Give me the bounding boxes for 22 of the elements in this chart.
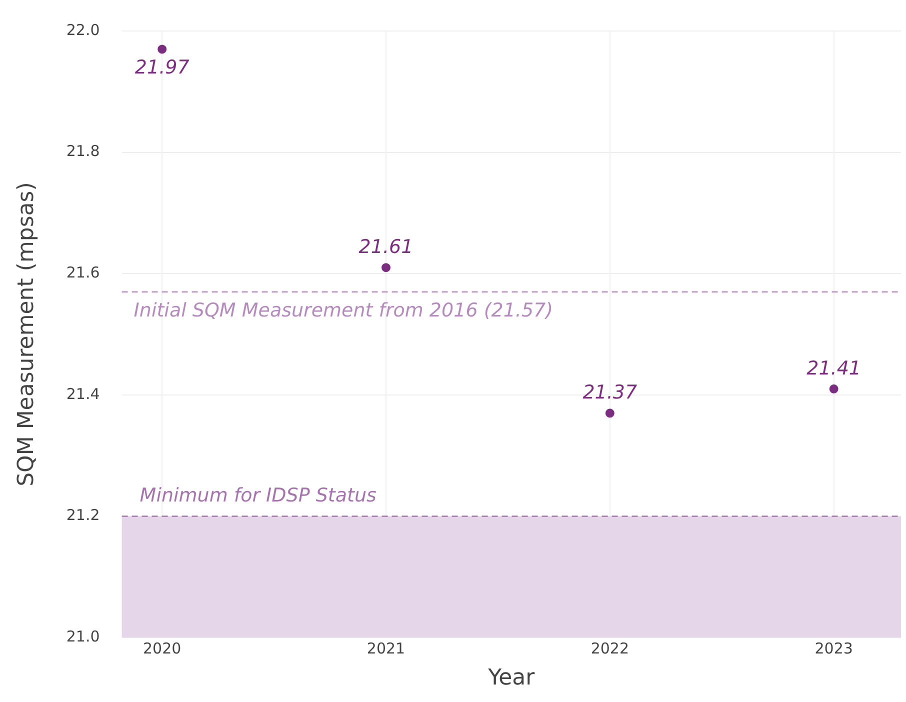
x-tick-label: 2020 [143,639,182,658]
y-tick-label: 21.2 [66,506,100,524]
point [829,384,838,394]
x-axis-title: Year [487,666,536,691]
x-tick-label: 2022 [590,639,630,658]
y-tick-label: 21.4 [66,384,100,403]
y-tick-label: 21.8 [66,142,100,160]
ref-line-label: Minimum for IDSP Status [140,484,376,507]
x-tick-label: 2021 [366,639,406,658]
y-axis-title: SQM Measurement (mpsas) [14,182,39,486]
point [382,263,391,272]
x-tick-label: 2023 [814,639,853,658]
data-label: 21.97 [134,56,190,79]
y-tick-label: 21.0 [66,627,100,646]
data-label: 21.37 [582,382,638,404]
y-tick-label: 22.0 [66,20,100,39]
data-label: 21.41 [806,357,862,380]
data-label: 21.61 [358,236,414,258]
point [158,44,167,54]
y-tick-label: 21.6 [66,264,100,282]
point [605,408,614,418]
ref-line-label: Initial SQM Measurement from 2016 (21.57) [134,299,554,322]
